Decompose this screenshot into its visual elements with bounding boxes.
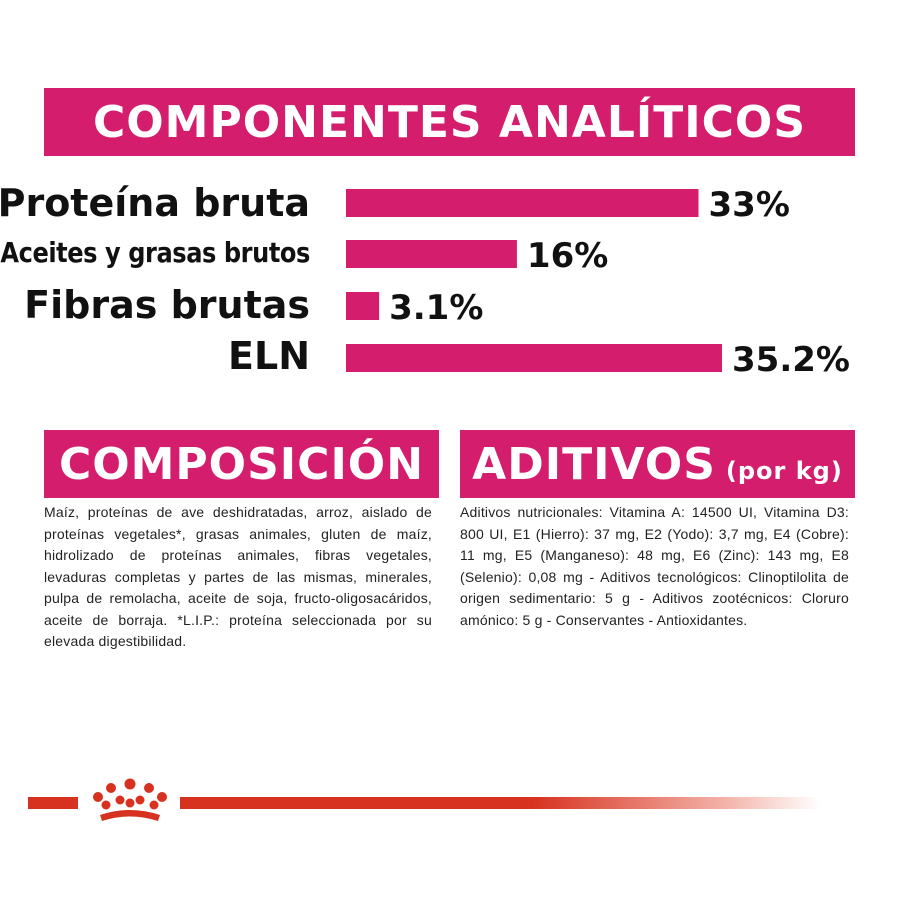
value-label-protein: 33% (708, 185, 790, 225)
analytical-components-title: COMPONENTES ANALÍTICOS (92, 96, 807, 148)
bar-fats (346, 240, 517, 268)
footer-line-right (180, 797, 820, 809)
additives-title: ADITIVOS (472, 438, 716, 490)
additives-text: Aditivos nutricionales: Vitamina A: 1450… (460, 504, 849, 628)
royal-canin-crown-icon (93, 778, 167, 821)
value-label-fibre: 3.1% (389, 288, 484, 328)
additives-banner: ADITIVOS (por kg) (460, 430, 855, 498)
composition-title: COMPOSICIÓN (58, 438, 425, 490)
additives-subtitle: (por kg) (725, 457, 843, 485)
bar-fibre (346, 292, 380, 320)
bar-eln (346, 344, 722, 372)
nutrient-label-eln: ELN (228, 334, 310, 378)
bar-protein (346, 189, 699, 217)
value-label-eln: 35.2% (732, 340, 850, 380)
composition-text: Maíz, proteínas de ave deshidratadas, ar… (44, 504, 432, 649)
nutrient-label-fibre: Fibras brutas (24, 283, 310, 327)
analytical-components-banner: COMPONENTES ANALÍTICOS (44, 88, 855, 156)
value-label-fats: 16% (526, 236, 609, 276)
nutrient-label-fats: Aceites y grasas brutos (0, 236, 310, 269)
nutrient-label-protein: Proteína bruta (0, 181, 310, 225)
composition-banner: COMPOSICIÓN (44, 430, 439, 498)
footer-line-left (28, 797, 78, 809)
